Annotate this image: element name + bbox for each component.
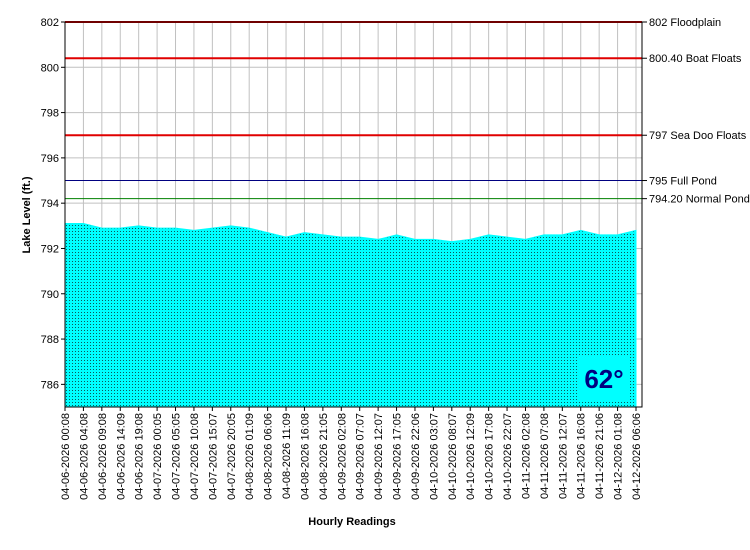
y-tick-label: 792: [41, 243, 59, 255]
x-tick-label: 04-07-2026 10:08: [189, 413, 201, 500]
reference-label: 795 Full Pond: [649, 176, 717, 188]
x-tick-label: 04-09-2026 02:08: [336, 413, 348, 500]
x-tick-label: 04-11-2026 12:07: [557, 413, 569, 499]
badge: 62°: [584, 364, 623, 394]
x-tick-label: 04-10-2026 17:08: [484, 413, 496, 500]
x-tick-label: 04-10-2026 03:07: [428, 413, 440, 500]
x-tick-label: 04-07-2026 00:05: [152, 413, 164, 500]
x-tick-label: 04-06-2026 00:08: [60, 413, 72, 500]
x-tick-label: 04-08-2026 06:06: [263, 413, 275, 500]
x-tick-label: 04-11-2026 02:08: [520, 413, 532, 499]
area: [64, 223, 637, 408]
x-tick-label: 04-10-2026 12:09: [465, 413, 477, 500]
x-tick-label: 04-09-2026 17:05: [392, 413, 404, 500]
reference-label: 800.40 Boat Floats: [649, 53, 742, 65]
x-tick-label: 04-10-2026 22:07: [502, 413, 514, 500]
x-tick-label: 04-08-2026 11:09: [281, 413, 293, 499]
y-tick-label: 790: [41, 289, 59, 301]
x-tick-label: 04-11-2026 07:08: [539, 413, 551, 499]
x-tick-label: 04-07-2026 20:05: [226, 413, 238, 500]
x-axis-title: Hourly Readings: [308, 516, 395, 528]
x-tick-label: 04-11-2026 21:06: [594, 413, 606, 499]
x-tick-label: 04-11-2026 16:08: [576, 413, 588, 499]
reference-label: 794.20 Normal Pond: [649, 194, 750, 206]
y-tick-label: 788: [41, 334, 59, 346]
y-tick-label: 798: [41, 108, 59, 120]
reference-label: 797 Sea Doo Floats: [649, 130, 747, 142]
y-tick-label: 800: [41, 62, 59, 74]
x-tick-label: 04-07-2026 05:05: [171, 413, 183, 500]
x-tick-label: 04-12-2026 01:08: [613, 413, 625, 500]
x-tick-label: 04-09-2026 07:07: [355, 413, 367, 500]
reference-label: 802 Floodplain: [649, 17, 721, 29]
x-tick-label: 04-06-2026 14:09: [115, 413, 127, 500]
x-tick-label: 04-08-2026 21:05: [318, 413, 330, 500]
x-tick-label: 04-07-2026 15:07: [207, 413, 219, 500]
y-tick-label: 802: [41, 17, 59, 29]
x-tick-label: 04-06-2026 19:08: [134, 413, 146, 500]
x-tick-label: 04-10-2026 08:07: [447, 413, 459, 500]
y-axis-title: Lake Level (ft.): [21, 176, 33, 253]
x-tick-label: 04-09-2026 22:06: [410, 413, 422, 500]
y-tick-label: 786: [41, 379, 59, 391]
badge-box: [578, 355, 630, 400]
x-tick-label: 04-12-2026 06:06: [631, 413, 643, 500]
y-tick-label: 794: [41, 198, 59, 210]
x-tick-label: 04-08-2026 01:09: [244, 413, 256, 500]
plot-frame: [64, 21, 643, 408]
x-tick-label: 04-06-2026 04:08: [78, 413, 90, 500]
y-tick-label: 796: [41, 153, 59, 165]
x-tick-label: 04-06-2026 09:08: [97, 413, 109, 500]
x-tick-label: 04-08-2026 16:08: [299, 413, 311, 500]
x-tick-label: 04-09-2026 12:07: [373, 413, 385, 500]
